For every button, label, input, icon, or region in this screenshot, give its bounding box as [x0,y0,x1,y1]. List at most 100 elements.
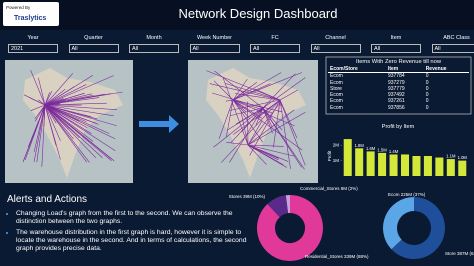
filter-box[interactable]: All [189,44,240,53]
filter-label: Channel [325,35,346,41]
route [240,107,264,133]
route [44,104,61,160]
value-label: 1.1M [446,154,456,159]
filter-box[interactable]: All [250,44,300,53]
cell: 937279 [387,79,405,86]
filter-label: Item [390,35,402,41]
title: Network Design Dashboard [179,6,338,21]
route [279,99,298,139]
route [232,99,263,143]
route [30,104,46,111]
route [30,70,46,106]
filter-label: ABC Class [443,35,470,41]
route [221,99,281,163]
filter-label: FC [271,35,279,41]
y-tick-label: 2M [333,143,340,148]
cell: 0 [425,73,429,80]
route [262,107,273,134]
cell: Ecom [330,104,343,111]
bar [389,154,398,176]
route [262,107,273,128]
route [262,107,302,168]
logo: Traslytics [14,15,46,22]
route [44,92,50,106]
filter-box[interactable]: All [129,44,179,53]
route [249,99,281,156]
route [33,104,46,152]
route [225,99,234,138]
route [44,97,100,106]
value-label: 1.8M [355,143,365,148]
donut-segment [257,195,323,261]
alerts: Alerts and Actions Changing Load's graph… [7,194,252,255]
route [226,107,264,131]
donut-label: Residential_Stores 339M (88%) [305,254,369,259]
cell: Ecom [330,98,343,105]
bar [423,156,432,176]
column-header: Revenue [423,66,469,74]
route [44,104,112,162]
route [247,144,287,168]
cell: 0 [425,85,429,92]
row: Ecom 937492 0 [328,92,469,98]
route [232,72,302,101]
filter-box[interactable]: All [68,44,119,53]
cell: 937784 [387,73,405,80]
table: Ecom/Store Item Revenue Ecom 937784 0 Ecom 9372… [328,66,469,111]
filter-value: All [253,46,260,52]
value-label: 1.6M [366,146,376,151]
route [213,107,264,148]
bar [458,160,467,176]
y-axis-label: Profit [327,150,332,161]
route [44,104,87,163]
route [36,104,46,163]
filter-box[interactable]: 2021 [8,44,58,53]
route [44,104,110,134]
alert-item: The warehouse distribution in the first … [16,229,252,254]
route [232,99,303,151]
route [232,78,248,101]
value-label: 1.0M [458,155,468,160]
route [279,99,291,169]
value-label: 1.5M [377,147,387,152]
route [262,107,283,131]
cell: 937856 [387,104,405,111]
zero-revenue-table: Items With Zero Revenue till now Ecom/St… [328,59,469,111]
arrow [139,115,179,133]
cell: Ecom [330,92,343,99]
bar [400,154,410,176]
route [44,104,94,142]
route [43,104,46,127]
cell: 0 [425,98,429,105]
route [279,99,306,166]
alert-item: Changing Load's graph from the first to … [16,210,252,227]
bar-title: Profit by Item [382,124,415,130]
donut-segment [391,197,445,259]
row: Ecom 937784 0 [328,73,469,80]
table-title: Items With Zero Revenue till now [355,59,442,65]
filter-value: All [434,46,441,52]
alerts-title: Alerts and Actions [7,194,88,205]
cell: 0 [425,79,429,86]
row: Store 937779 0 [328,86,469,92]
donut-label: Ecom 225M (37%) [388,192,426,197]
filter-box[interactable]: All [431,44,474,53]
donut-label: Store 387M (63%) [445,251,474,256]
route [44,104,90,163]
powered-by: Powered By [6,5,31,10]
route [247,101,249,146]
filter-box[interactable]: All [371,44,421,53]
filter-value: 2021 [11,46,24,52]
route [23,94,46,106]
filter-box[interactable]: All [310,44,361,53]
y-tick-label: 1M [333,158,340,163]
bar [378,152,387,176]
bar [446,159,455,176]
route [44,104,116,151]
route [44,104,74,140]
row: Ecom 937261 0 [328,98,469,104]
route [232,72,282,101]
bar [355,148,364,176]
bar [366,151,375,176]
